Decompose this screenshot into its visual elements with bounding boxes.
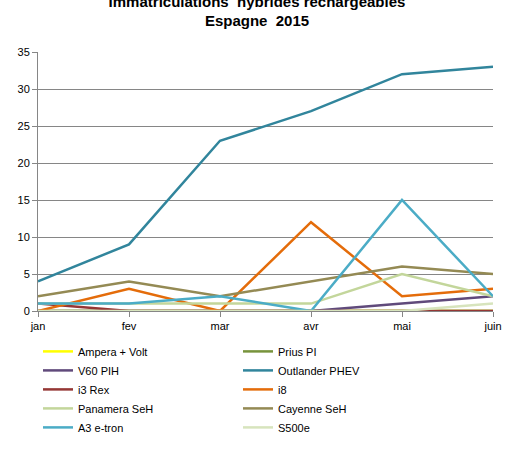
svg-text:juin: juin (483, 320, 501, 332)
svg-text:30: 30 (18, 83, 30, 95)
svg-text:V60 PIH: V60 PIH (78, 365, 119, 377)
svg-text:5: 5 (24, 268, 30, 280)
svg-text:0: 0 (24, 305, 30, 317)
svg-text:avr: avr (303, 320, 319, 332)
svg-text:jan: jan (30, 320, 46, 332)
svg-text:10: 10 (18, 231, 30, 243)
svg-text:Immatriculations hybrides rec: Immatriculations hybrides rechargeablesE… (109, 0, 406, 29)
svg-text:A3 e-tron: A3 e-tron (78, 422, 123, 434)
svg-text:Panamera SeH: Panamera SeH (78, 403, 153, 415)
svg-text:fev: fev (122, 320, 137, 332)
svg-text:i8: i8 (278, 384, 287, 396)
svg-text:mai: mai (393, 320, 411, 332)
svg-text:20: 20 (18, 157, 30, 169)
svg-text:i3 Rex: i3 Rex (78, 384, 110, 396)
svg-text:15: 15 (18, 194, 30, 206)
svg-text:25: 25 (18, 120, 30, 132)
svg-text:35: 35 (18, 46, 30, 58)
svg-text:S500e: S500e (278, 422, 310, 434)
svg-text:Cayenne SeH: Cayenne SeH (278, 403, 347, 415)
svg-text:Prius PI: Prius PI (278, 346, 317, 358)
svg-text:mar: mar (211, 320, 230, 332)
svg-text:Outlander PHEV: Outlander PHEV (278, 365, 360, 377)
svg-text:Ampera + Volt: Ampera + Volt (78, 346, 147, 358)
